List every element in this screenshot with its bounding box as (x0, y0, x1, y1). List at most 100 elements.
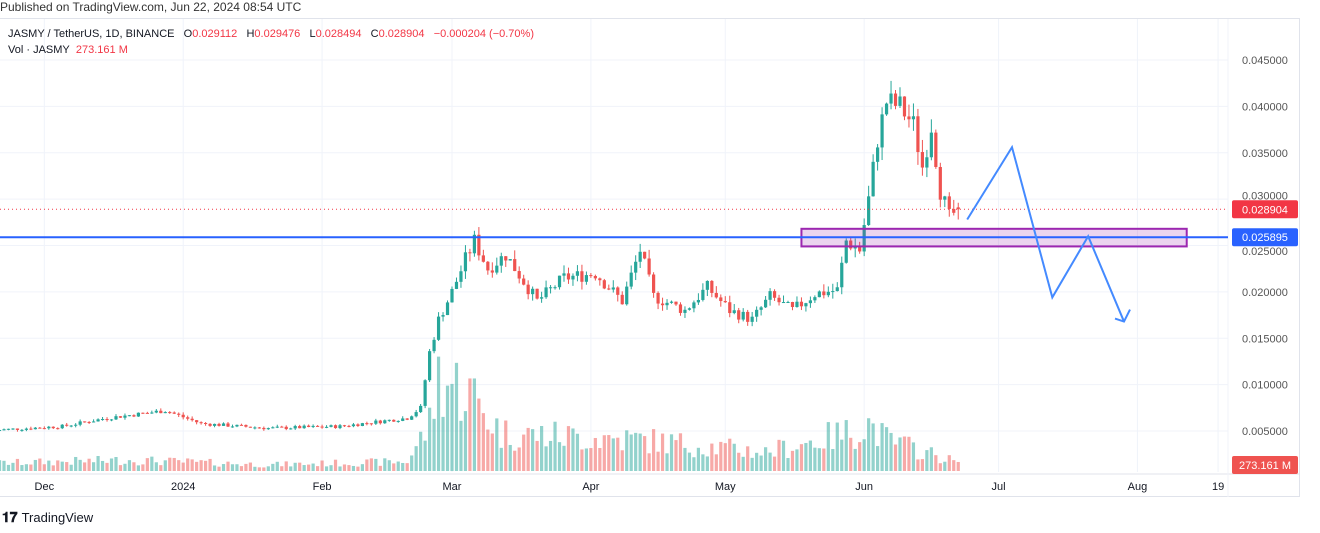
volume-row: Vol · JASMY 273.161 M (8, 42, 534, 58)
candle-body (893, 93, 898, 106)
volume-bar (436, 356, 441, 471)
volume-bar (678, 433, 683, 471)
volume-bar (862, 439, 866, 471)
volume-bar (701, 454, 705, 471)
candle-body (531, 288, 535, 295)
hline-price-label: 0.025895 (1242, 232, 1288, 244)
candle-body (105, 419, 109, 421)
volume-bar (271, 463, 275, 471)
volume-bar (522, 434, 526, 471)
candle-body (795, 301, 799, 308)
volume-bar (759, 455, 763, 471)
volume-bar (33, 459, 37, 471)
candle-body (396, 420, 400, 422)
y-tick-label: 0.025000 (1242, 246, 1288, 258)
volume-bar (849, 437, 853, 471)
candle-body (580, 271, 584, 282)
volume-axis-label-bg (1232, 456, 1298, 474)
candle-body (60, 424, 64, 429)
volume-bar (692, 457, 696, 471)
candle-body (302, 425, 306, 429)
volume-bar (20, 465, 24, 471)
volume-bar (42, 464, 46, 471)
volume-label[interactable]: Vol · JASMY (8, 44, 70, 56)
close-label: C (370, 28, 379, 40)
symbol-title[interactable]: JASMY / TetherUS, 1D, BINANCE (8, 28, 175, 40)
volume-bar (956, 461, 960, 471)
candle-body (889, 93, 893, 104)
volume-bar (947, 455, 951, 471)
ohlc-row: JASMY / TetherUS, 1D, BINANCE O0.029112 … (8, 26, 534, 42)
candle-body (566, 273, 571, 280)
volume-bar (351, 465, 356, 471)
volume-bar (652, 429, 656, 471)
volume-bar (705, 456, 709, 471)
y-tick-label: 0.010000 (1242, 380, 1288, 392)
volume-bar (69, 464, 73, 471)
volume-bar (898, 437, 902, 471)
volume-bar (822, 448, 826, 471)
candle-body (674, 301, 678, 305)
volume-bar (871, 423, 875, 471)
candle-body (65, 424, 69, 426)
volume-bar (163, 460, 167, 471)
volume-bar (316, 466, 320, 471)
volume-bar (100, 460, 105, 471)
volume-bar (109, 458, 114, 471)
candle-body (275, 426, 279, 428)
candle-body (947, 196, 951, 209)
volume-bar (74, 456, 78, 471)
volume-bar (78, 459, 82, 471)
volume-bar (826, 422, 830, 471)
candle-body (123, 415, 127, 418)
candle-body (29, 428, 33, 430)
volume-bar (835, 422, 839, 471)
volume-bar (575, 433, 580, 471)
y-tick-label: 0.005000 (1242, 426, 1288, 438)
volume-bar (356, 466, 360, 471)
volume-bar (445, 385, 450, 471)
candle-body (750, 316, 754, 322)
volume-bar (544, 446, 548, 471)
volume-bar (0, 460, 2, 471)
volume-bar (683, 447, 687, 471)
candle-body (629, 272, 633, 287)
volume-bar (396, 461, 400, 471)
volume-bar (262, 467, 266, 471)
candle-body (369, 423, 373, 425)
candle-body (504, 256, 508, 261)
volume-bar (338, 466, 342, 471)
candle-body (150, 412, 154, 414)
candle-body (154, 410, 158, 413)
candle-body (849, 240, 853, 249)
close-value: 0.028904 (378, 28, 425, 40)
candle-body (898, 96, 902, 106)
volume-bar (405, 463, 409, 471)
volume-bar (620, 450, 624, 471)
candle-body (584, 275, 588, 282)
volume-bar (907, 436, 911, 471)
candle-body (714, 292, 718, 298)
volume-bar (226, 461, 230, 471)
volume-bar (584, 448, 588, 471)
volume-bar (428, 407, 432, 471)
volume-bar (239, 466, 244, 471)
volume-bar (548, 440, 553, 471)
volume-bar (302, 465, 306, 471)
candle-body (2, 429, 6, 431)
volume-bar (629, 434, 633, 471)
candle-body (212, 423, 217, 426)
x-tick-label: Dec (35, 481, 55, 493)
candle-body (683, 309, 687, 313)
volume-bar (257, 467, 261, 471)
candle-body (808, 300, 812, 304)
volume-bar (566, 426, 571, 471)
candle-body (11, 428, 15, 430)
candle-body (598, 278, 602, 281)
volume-bar (938, 463, 942, 471)
x-tick-label: 19 (1212, 481, 1224, 493)
volume-bar (221, 464, 226, 471)
x-tick-label: Apr (582, 481, 599, 493)
volume-bar (159, 465, 163, 471)
